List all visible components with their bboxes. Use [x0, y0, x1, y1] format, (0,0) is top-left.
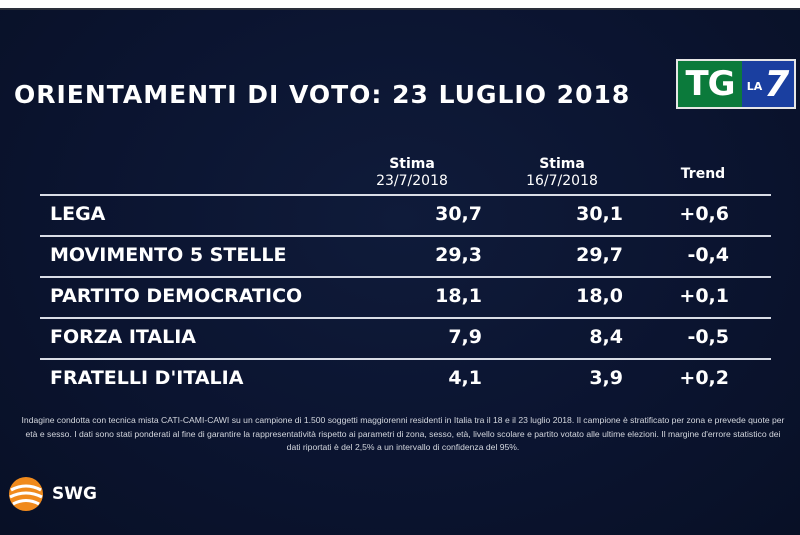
logo-la: LA: [746, 79, 763, 93]
party-name: MOVIMENTO 5 STELLE: [50, 244, 287, 266]
swg-globe-icon: [9, 477, 43, 511]
party-name: PARTITO DEMOCRATICO: [50, 285, 303, 307]
stima-23-value: 30,7: [435, 203, 482, 225]
stima-16-value: 8,4: [589, 326, 623, 348]
stima-16-value: 18,0: [576, 285, 623, 307]
page-title: ORIENTAMENTI DI VOTO: 23 LUGLIO 2018: [14, 80, 631, 109]
swg-label: SWG: [52, 484, 97, 504]
trend-value: +0,2: [679, 367, 729, 389]
stima-16-value: 30,1: [576, 203, 623, 225]
swg-brand: SWG: [6, 474, 97, 514]
header-col2-label: Stima: [539, 156, 585, 172]
header-stima-23: Stima 23/7/2018: [362, 156, 462, 190]
trend-value: +0,1: [679, 285, 729, 307]
party-name: FRATELLI D'ITALIA: [50, 367, 244, 389]
table-row: LEGA 30,7 30,1 +0,6: [40, 194, 771, 234]
logo-la7: LA 7: [742, 61, 794, 107]
table-row: PARTITO DEMOCRATICO 18,1 18,0 +0,1: [40, 276, 771, 316]
stima-23-value: 18,1: [435, 285, 482, 307]
header-stima-16: Stima 16/7/2018: [512, 156, 612, 190]
stima-23-value: 29,3: [435, 244, 482, 266]
stima-23-value: 4,1: [448, 367, 482, 389]
tg-la7-logo: TG LA 7: [676, 59, 796, 109]
methodology-note: Indagine condotta con tecnica mista CATI…: [21, 415, 785, 452]
trend-value: -0,4: [687, 244, 729, 266]
table-row: FRATELLI D'ITALIA 4,1 3,9 +0,2: [40, 358, 771, 398]
logo-tg: TG: [678, 61, 742, 107]
header-col1-date: 23/7/2018: [376, 173, 448, 189]
logo-seven: 7: [764, 63, 790, 105]
stima-23-value: 7,9: [448, 326, 482, 348]
stima-16-value: 29,7: [576, 244, 623, 266]
header-col2-date: 16/7/2018: [526, 173, 598, 189]
table-row: FORZA ITALIA 7,9 8,4 -0,5: [40, 317, 771, 357]
trend-value: -0,5: [687, 326, 729, 348]
header-col1-label: Stima: [389, 156, 435, 172]
trend-value: +0,6: [679, 203, 729, 225]
party-name: FORZA ITALIA: [50, 326, 196, 348]
header-trend: Trend: [680, 166, 726, 182]
broadcast-screen: TG LA 7 ORIENTAMENTI DI VOTO: 23 LUGLIO …: [0, 8, 800, 535]
stima-16-value: 3,9: [589, 367, 623, 389]
party-name: LEGA: [50, 203, 106, 225]
table-row: MOVIMENTO 5 STELLE 29,3 29,7 -0,4: [40, 235, 771, 275]
